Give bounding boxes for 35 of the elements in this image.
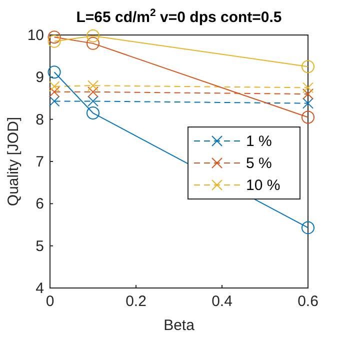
point [302, 82, 314, 94]
point [88, 80, 98, 92]
point [302, 60, 314, 74]
point [48, 34, 61, 48]
y-tick-label: 8 [36, 111, 44, 128]
point [302, 88, 314, 100]
y-tick-label: 6 [36, 196, 44, 213]
y-tick-label: 9 [36, 69, 44, 86]
y-tick-label: 5 [36, 238, 44, 255]
legend-label: 5 % [246, 155, 272, 172]
point [88, 96, 98, 107]
legend-label: 10 % [246, 177, 280, 194]
legend-label: 1 % [246, 133, 272, 150]
point [48, 80, 60, 92]
y-tick-label: 4 [36, 280, 44, 297]
point [302, 221, 314, 234]
chart-title: L=65 cd/m$^{2}$ v=0 dps cont=0.5 [76, 7, 282, 26]
point [48, 96, 60, 107]
y-tick-label: 10 [27, 27, 44, 44]
point [88, 86, 98, 98]
x-tick-label: 0.2 [126, 293, 146, 310]
x-tick-label: 0.4 [212, 293, 232, 310]
point [48, 30, 61, 44]
point [302, 110, 314, 124]
point [302, 98, 314, 109]
x-tick-label: 0 [46, 293, 54, 310]
y-tick-label: 7 [36, 154, 44, 170]
x-tick-label: 0.6 [298, 293, 318, 310]
point [86, 29, 100, 42]
y-axis-title: Quality [JOD] [5, 116, 22, 206]
point [48, 66, 61, 79]
x-axis-title: Beta [164, 317, 196, 334]
point [86, 36, 100, 50]
point [48, 86, 60, 98]
point [86, 106, 100, 120]
